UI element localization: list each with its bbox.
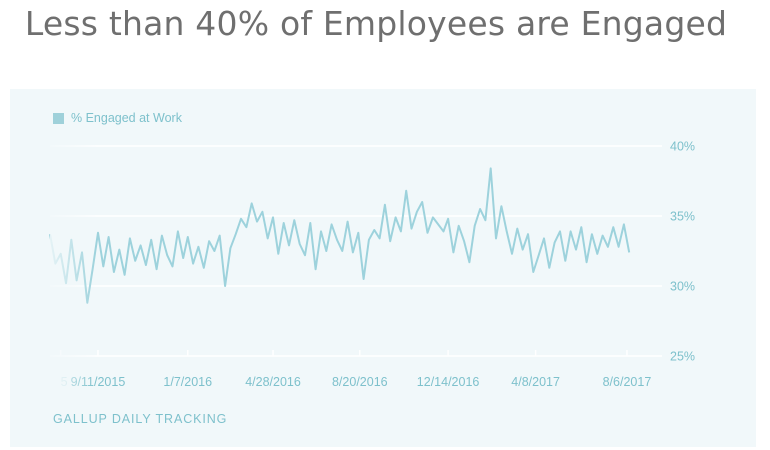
chart-panel: 59/11/20151/7/20164/28/20168/20/201612/1… bbox=[10, 89, 756, 447]
gridlines bbox=[50, 145, 662, 357]
y-axis: 25% 30% 35% 40% bbox=[670, 140, 695, 364]
x-tick-label: 12/14/2016 bbox=[417, 375, 480, 389]
x-tick-label: 8/6/2017 bbox=[603, 375, 652, 389]
legend-label: % Engaged at Work bbox=[71, 111, 182, 125]
x-tick-label: 4/8/2017 bbox=[511, 375, 560, 389]
x-tick-label: 1/7/2016 bbox=[163, 375, 212, 389]
source-label: GALLUP DAILY TRACKING bbox=[53, 412, 228, 426]
line-chart: 59/11/20151/7/20164/28/20168/20/201612/1… bbox=[49, 129, 695, 389]
slide-title: Less than 40% of Employees are Engaged bbox=[24, 4, 728, 43]
series-line bbox=[49, 167, 631, 304]
fade-overlay bbox=[50, 129, 96, 389]
y-tick-label: 40% bbox=[670, 140, 695, 154]
legend: % Engaged at Work bbox=[53, 111, 182, 125]
y-tick-label: 35% bbox=[670, 210, 695, 224]
y-tick-label: 25% bbox=[670, 350, 695, 364]
y-tick-label: 30% bbox=[670, 280, 695, 294]
legend-swatch bbox=[53, 112, 64, 124]
series-layer bbox=[49, 167, 631, 304]
x-tick-label: 4/28/2016 bbox=[245, 375, 301, 389]
x-tick-label: 8/20/2016 bbox=[332, 375, 388, 389]
